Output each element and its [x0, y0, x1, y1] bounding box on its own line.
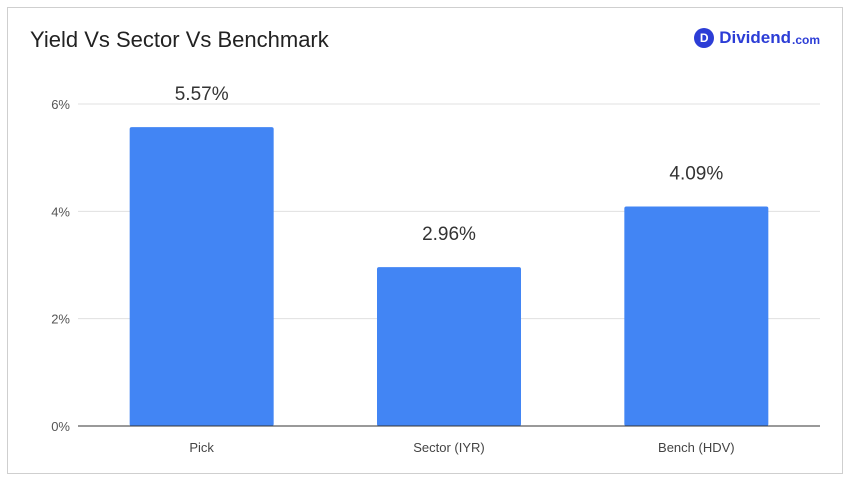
data-label: 2.96% [422, 224, 476, 245]
data-label: 4.09% [669, 164, 723, 185]
bar [624, 206, 769, 426]
chart-title: Yield Vs Sector Vs Benchmark [30, 27, 329, 52]
y-tick-label: 2% [51, 312, 70, 327]
brand-name: Dividend [719, 28, 791, 47]
bar [129, 127, 274, 427]
bar [377, 267, 521, 426]
brand-tld: .com [791, 33, 820, 47]
x-tick-label: Sector (IYR) [413, 440, 485, 455]
x-tick-label: Pick [189, 440, 214, 455]
y-tick-label: 0% [51, 419, 70, 434]
y-tick-label: 6% [51, 97, 70, 112]
brand-logo: D Dividend .com [694, 28, 820, 48]
dividend-logo-icon: D [694, 28, 715, 48]
y-tick-label: 4% [51, 204, 70, 219]
data-label: 5.57% [175, 84, 229, 105]
x-tick-label: Bench (HDV) [658, 440, 735, 455]
